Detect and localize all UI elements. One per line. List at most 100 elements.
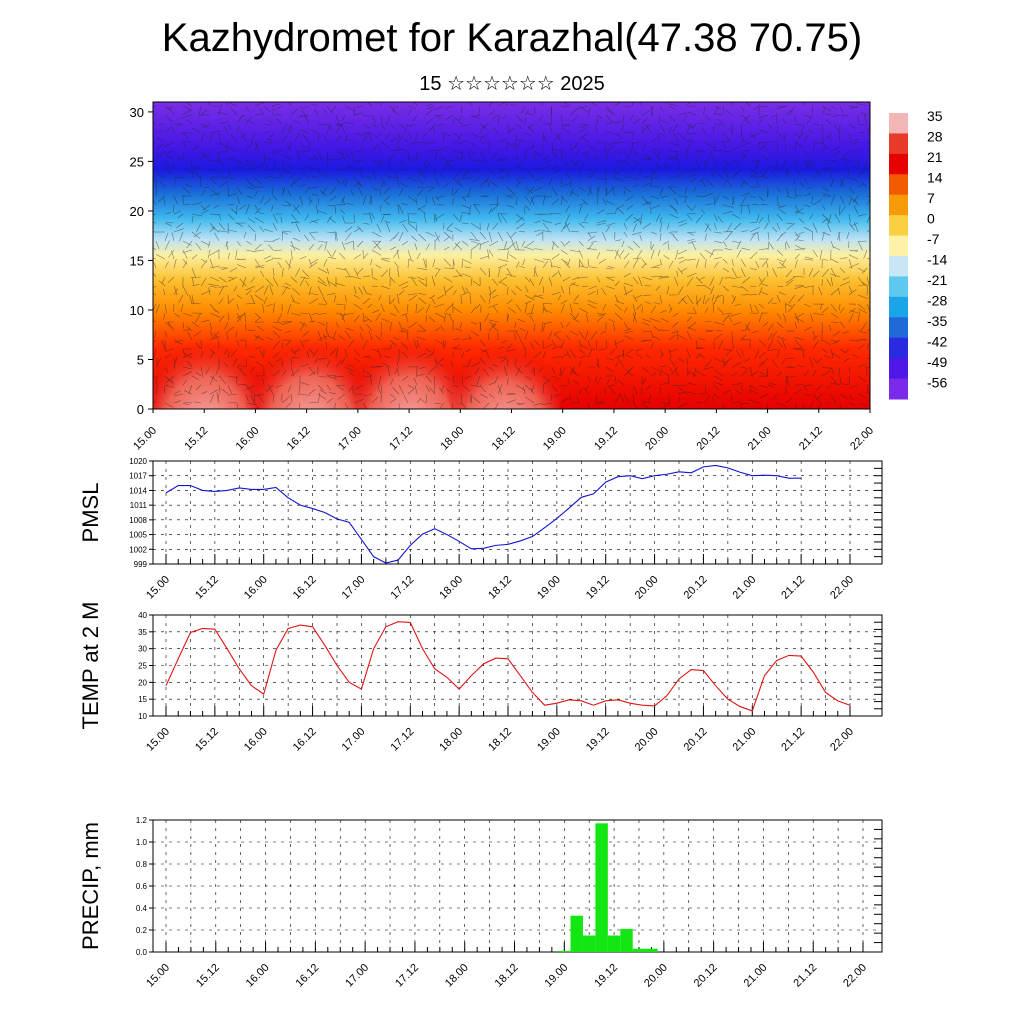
time-tick-label: 15.12 bbox=[193, 574, 221, 602]
y-tick-label: 15 bbox=[138, 695, 147, 704]
time-tick-label: 19.12 bbox=[592, 962, 620, 990]
time-tick-label: 16.12 bbox=[294, 962, 322, 990]
time-tick-label: 16.12 bbox=[285, 425, 313, 453]
temperature-panel: 10 15 20 25 30 35 40 TEMP at 2 M 15.00 15.12 16.00… bbox=[78, 602, 883, 754]
time-tick-label: 15.00 bbox=[144, 574, 172, 602]
time-tick-label: 20.12 bbox=[692, 962, 720, 990]
y-tick-label: 1017 bbox=[129, 472, 147, 481]
time-tick-label: 15.00 bbox=[131, 425, 159, 453]
y-tick-label: 5 bbox=[137, 352, 144, 367]
precip-bar bbox=[620, 928, 633, 952]
time-tick-label: 17.00 bbox=[343, 962, 371, 990]
time-tick-label: 21.12 bbox=[791, 962, 819, 990]
colorbar-label: 35 bbox=[927, 108, 943, 124]
time-tick-label: 15.00 bbox=[144, 962, 172, 990]
wind-barbs bbox=[153, 102, 870, 409]
colorbar-swatch bbox=[889, 235, 908, 257]
time-tick-label: 17.12 bbox=[393, 962, 421, 990]
time-tick-label: 17.12 bbox=[388, 726, 416, 754]
chart-title: Kazhydromet for Karazhal(47.38 70.75) bbox=[161, 16, 863, 60]
time-tick-label: 17.00 bbox=[340, 726, 368, 754]
time-tick-label: 20.12 bbox=[695, 425, 723, 453]
y-tick-label: 0.2 bbox=[136, 926, 148, 935]
y-tick-label: 20 bbox=[130, 204, 144, 219]
y-tick-label: 1.2 bbox=[136, 816, 148, 825]
colorbar-label: 0 bbox=[927, 211, 935, 227]
time-tick-label: 20.00 bbox=[633, 574, 661, 602]
time-tick-label: 20.12 bbox=[682, 574, 710, 602]
time-tick-label: 21.00 bbox=[730, 574, 758, 602]
precip-bar bbox=[558, 950, 571, 952]
time-tick-label: 15.12 bbox=[193, 726, 221, 754]
y-tick-label: 35 bbox=[138, 628, 147, 637]
y-tick-label: 15 bbox=[130, 253, 144, 268]
time-tick-label: 19.00 bbox=[535, 574, 563, 602]
colorbar-label: -7 bbox=[927, 231, 940, 247]
y-tick-label: 0.6 bbox=[136, 882, 148, 891]
colorbar-label: 28 bbox=[927, 129, 943, 145]
colorbar-swatch bbox=[889, 133, 908, 155]
y-tick-label: 30 bbox=[138, 645, 147, 654]
y-axis-label: TEMP at 2 M bbox=[78, 602, 103, 730]
time-tick-label: 16.12 bbox=[291, 574, 319, 602]
time-tick-label: 21.00 bbox=[730, 726, 758, 754]
colorbar-swatch bbox=[889, 174, 908, 196]
colorbar-swatch bbox=[889, 153, 908, 175]
y-tick-label: 25 bbox=[138, 662, 147, 671]
time-tick-label: 18.12 bbox=[486, 726, 514, 754]
colorbar-label: -35 bbox=[927, 313, 947, 329]
time-tick-label: 19.12 bbox=[584, 726, 612, 754]
y-tick-label: 30 bbox=[130, 105, 144, 120]
time-tick-label: 15.12 bbox=[182, 425, 210, 453]
time-tick-label: 19.12 bbox=[592, 425, 620, 453]
time-tick-label: 18.12 bbox=[490, 425, 518, 453]
time-tick-label: 18.00 bbox=[438, 425, 466, 453]
colorbar-swatch bbox=[889, 194, 908, 216]
time-tick-label: 22.00 bbox=[828, 574, 856, 602]
precip-bar bbox=[632, 948, 646, 952]
colorbar-label: 14 bbox=[927, 170, 943, 186]
colorbar-label: -56 bbox=[927, 375, 947, 391]
time-tick-label: 18.12 bbox=[493, 962, 521, 990]
chart-subtitle: 15 ☆☆☆☆☆☆ 2025 bbox=[419, 73, 605, 95]
time-tick-label: 16.12 bbox=[291, 726, 319, 754]
y-tick-label: 1005 bbox=[129, 531, 147, 540]
time-tick-label: 15.00 bbox=[144, 726, 172, 754]
time-tick-label: 21.12 bbox=[779, 574, 807, 602]
time-tick-label: 17.12 bbox=[388, 574, 416, 602]
colorbar-swatch bbox=[889, 378, 908, 400]
y-axis-label: PRECIP, mm bbox=[78, 822, 103, 950]
time-tick-label: 21.12 bbox=[779, 726, 807, 754]
heatmap-warm-cell bbox=[250, 295, 370, 409]
time-tick-label: 17.12 bbox=[387, 425, 415, 453]
time-tick-label: 20.00 bbox=[633, 726, 661, 754]
y-tick-label: 10 bbox=[138, 712, 147, 721]
precip-bar bbox=[607, 935, 621, 952]
y-tick-label: 1008 bbox=[129, 516, 147, 525]
colorbar-label: 7 bbox=[927, 190, 935, 206]
time-tick-label: 17.00 bbox=[340, 574, 368, 602]
time-tick-label: 21.00 bbox=[746, 425, 774, 453]
time-tick-label: 16.00 bbox=[244, 962, 272, 990]
colorbar-swatch bbox=[889, 358, 908, 380]
time-tick-label: 21.00 bbox=[742, 962, 770, 990]
colorbar-swatch bbox=[889, 317, 908, 339]
precip-bar bbox=[645, 948, 658, 952]
time-tick-label: 20.00 bbox=[642, 962, 670, 990]
colorbar-swatch bbox=[889, 256, 908, 277]
time-tick-label: 19.00 bbox=[535, 726, 563, 754]
plot-frame bbox=[152, 460, 883, 565]
colorbar-label: -42 bbox=[927, 334, 947, 350]
colorbar-swatch bbox=[889, 215, 908, 237]
colorbar-label: 21 bbox=[927, 149, 943, 165]
colorbar-label: -28 bbox=[927, 293, 947, 309]
time-tick-label: 16.00 bbox=[242, 574, 270, 602]
colorbar-label: -21 bbox=[927, 272, 947, 288]
time-tick-label: 22.00 bbox=[841, 962, 869, 990]
time-tick-label: 22.00 bbox=[828, 726, 856, 754]
y-tick-label: 999 bbox=[134, 560, 148, 569]
precip-bar bbox=[582, 935, 596, 952]
y-tick-label: 0 bbox=[137, 402, 144, 417]
y-tick-label: 40 bbox=[138, 611, 147, 620]
